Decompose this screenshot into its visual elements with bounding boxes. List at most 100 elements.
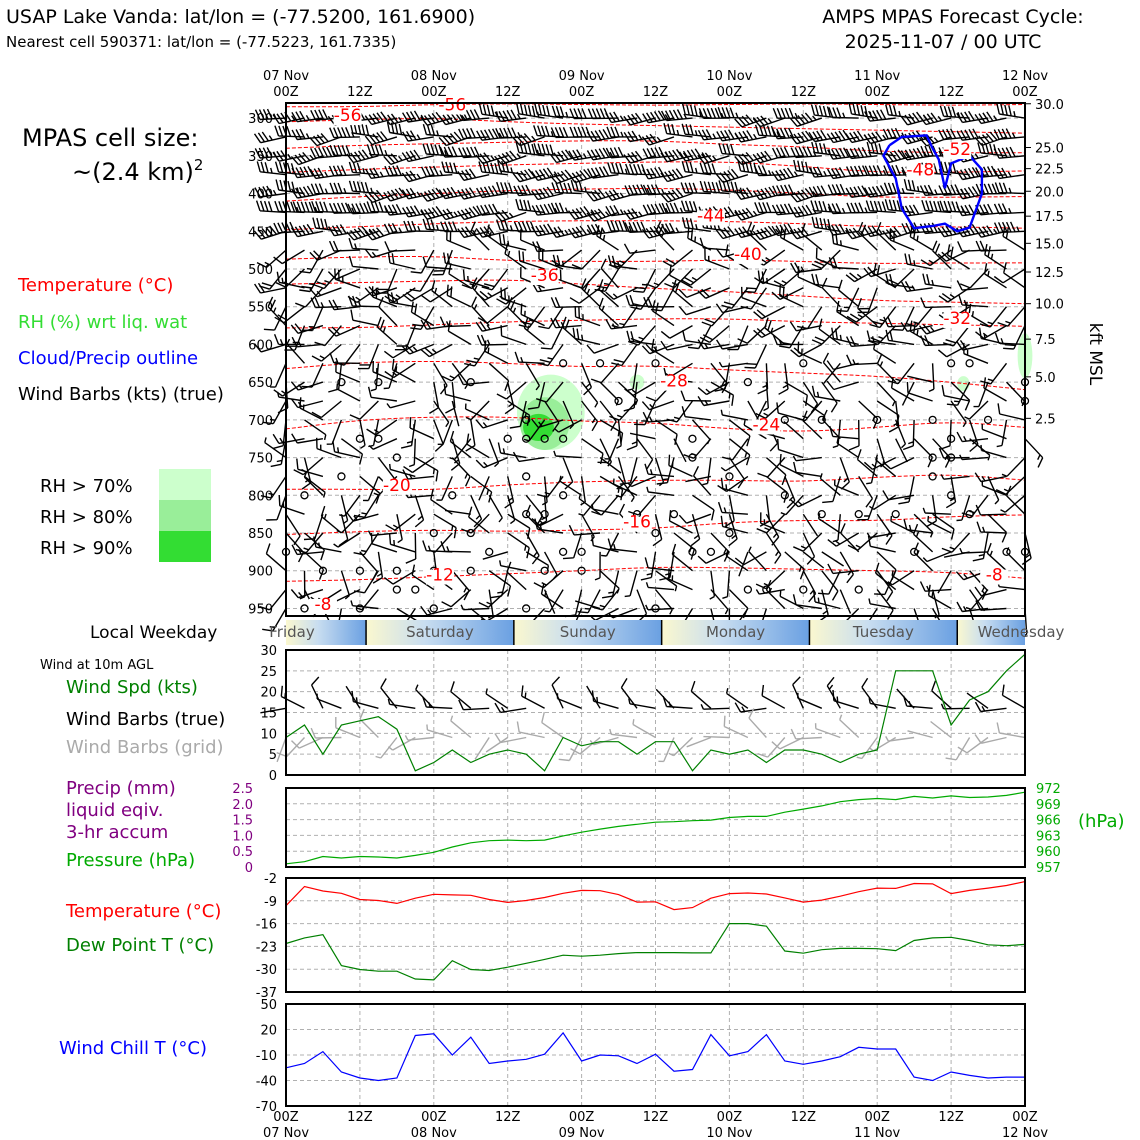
- wind-barb: [997, 306, 1026, 327]
- temperature-contour-label: -24: [752, 415, 780, 435]
- bottom-hour-label: 00Z: [1012, 1110, 1038, 1125]
- wind-barb: [1002, 225, 1026, 251]
- wind-barb: [884, 199, 915, 214]
- calm-wind-marker: [706, 547, 716, 557]
- wind-barb: [338, 514, 349, 547]
- wind-barb: [299, 249, 324, 274]
- calm-wind-marker: [558, 359, 568, 368]
- wind-barb: [922, 551, 952, 563]
- wind-barb: [889, 229, 915, 251]
- wind-barb: [626, 330, 656, 346]
- wind-barb: [304, 551, 325, 580]
- wind-barb: [697, 339, 730, 350]
- windchill-tick-label: -70: [256, 1100, 277, 1115]
- wind-barb: [883, 316, 915, 328]
- calm-wind-marker: [485, 547, 494, 557]
- bottom-date-label: 12 Nov: [1002, 1126, 1048, 1140]
- wind-barb: [378, 296, 398, 327]
- wind-barb: [291, 185, 324, 199]
- contour-label-bg: [980, 569, 1009, 585]
- wind-barb: [975, 240, 1007, 252]
- cloud-outline: [882, 134, 984, 233]
- wind-barb: [349, 122, 379, 138]
- wind-barb: [819, 473, 841, 496]
- wind-barb: [346, 226, 379, 241]
- wind-barb: [496, 181, 527, 195]
- chart-marks: -56-56-52-48-44-40-36-32-28-24-20-16-12-…: [232, 69, 1064, 1140]
- wind-barb: [793, 159, 822, 176]
- wind-barb: [512, 168, 545, 183]
- wind-barb: [808, 129, 841, 143]
- wind-barb: [272, 111, 305, 125]
- wind-barb: [680, 268, 712, 286]
- wind-barb: [599, 400, 617, 432]
- wind-barb: [697, 152, 730, 165]
- wind-barb: [765, 532, 782, 564]
- wind-barb: [956, 431, 989, 443]
- contour-label-bg: [696, 210, 725, 226]
- wind-barb: [698, 107, 730, 119]
- wind-barb: [586, 343, 619, 354]
- wind-barb: [755, 588, 785, 595]
- wind-barb: [359, 419, 366, 449]
- wind-barb: [845, 227, 878, 240]
- grid-wind-barb: [359, 708, 379, 738]
- wind-barb: [309, 287, 342, 298]
- wind-barb: [734, 207, 767, 221]
- wind-barb: [702, 457, 712, 486]
- wind-barb: [846, 202, 878, 214]
- wind-barb: [478, 103, 508, 119]
- wind-barb: [847, 532, 878, 551]
- wind-barb: [531, 203, 564, 216]
- wind-barb: [273, 221, 305, 234]
- wind-barb: [328, 202, 360, 214]
- wind-barb: [506, 561, 527, 591]
- wind-barb: [778, 363, 789, 395]
- wind-barb: [533, 570, 564, 589]
- wind-barb: [531, 167, 564, 181]
- dewpoint-label: Dew Point T (°C): [66, 935, 214, 956]
- bottom-hour-label: 00Z: [569, 1110, 595, 1125]
- wind-barb: [568, 149, 601, 161]
- wind-barb: [429, 381, 440, 414]
- wind-barb: [919, 222, 952, 235]
- grid-wind-barb: [541, 711, 564, 739]
- wind-barb: [946, 381, 971, 406]
- wind-barb: [623, 150, 656, 164]
- windchill-tick-label: -40: [256, 1075, 277, 1090]
- wind-barb: [549, 169, 582, 185]
- wind-barb: [997, 403, 1026, 421]
- wind-barb: [367, 386, 397, 402]
- wind-barb: [718, 361, 748, 368]
- wind-barb: [569, 126, 601, 138]
- grid-wind-barb: [839, 714, 860, 739]
- surface-wind-barb: [591, 690, 619, 709]
- wind-barb: [822, 476, 841, 504]
- calm-wind-marker: [595, 359, 605, 368]
- wind-barb: [449, 438, 472, 460]
- calm-wind-marker: [503, 434, 512, 443]
- wind-barb: [903, 519, 933, 534]
- wind-barb: [386, 291, 416, 308]
- wind-barb: [716, 339, 749, 350]
- wind-barb: [755, 400, 786, 419]
- wind-barb: [316, 437, 342, 459]
- calm-wind-marker: [651, 359, 660, 368]
- wind-panel-frame: [285, 649, 1026, 776]
- wind-barb: [765, 475, 788, 503]
- weekday-band: [809, 620, 958, 645]
- wind-barb: [569, 108, 601, 120]
- wind10m-title: Wind at 10m AGL: [40, 658, 154, 673]
- wind-barb: [710, 381, 735, 406]
- wind-barb: [941, 384, 970, 402]
- wind-barb: [264, 437, 287, 459]
- wind-barb: [353, 532, 379, 556]
- temperature-contour: [285, 514, 1026, 536]
- contour-label-bg: [623, 516, 652, 532]
- wind-barb: [734, 114, 767, 128]
- wind-barb: [628, 494, 657, 516]
- wind-barb: [520, 303, 545, 327]
- wind-barb: [740, 287, 767, 310]
- wind-barb: [983, 263, 1007, 289]
- grid-wind-barb: [907, 730, 933, 739]
